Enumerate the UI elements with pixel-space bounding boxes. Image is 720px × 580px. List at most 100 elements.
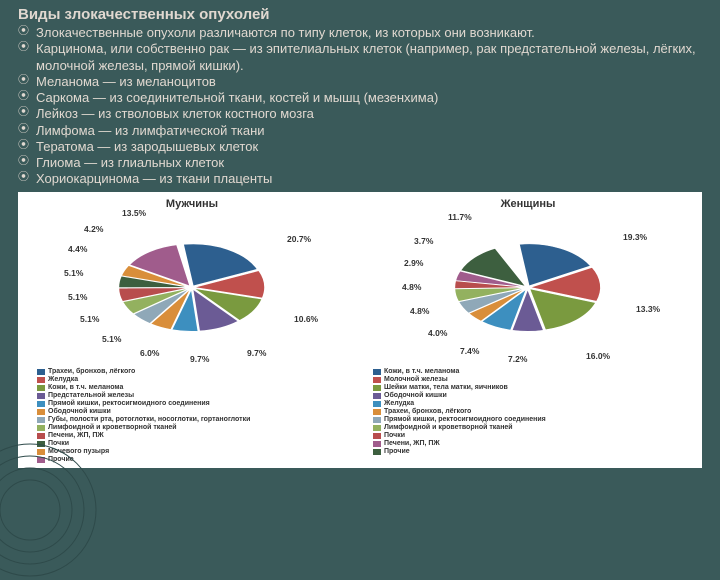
legend-label: Молочной железы [384, 376, 448, 384]
pct-label: 3.7% [414, 236, 433, 246]
legend-label: Почки [384, 432, 405, 440]
legend-swatch [373, 409, 381, 415]
legend-label: Предстательной железы [48, 392, 134, 400]
bullet-item: Лейкоз — из стволовых клеток костного мо… [18, 106, 702, 122]
pct-label: 4.8% [402, 282, 421, 292]
legend-label: Кожи, в т.ч. меланома [48, 384, 123, 392]
legend-label: Ободочной кишки [384, 392, 447, 400]
bullet-list: Злокачественные опухоли различаются по т… [18, 25, 702, 188]
legend-swatch [37, 401, 45, 407]
legend-item: Ободочной кишки [373, 392, 683, 400]
pie-svg [101, 233, 282, 341]
legend-item: Губы, полости рта, ротоглотки, носоглотк… [37, 416, 347, 424]
bullet-item: Саркома — из соединительной ткани, косте… [18, 90, 702, 106]
legend-label: Прямой кишки, ректосигмоидного соединени… [48, 400, 210, 408]
legend-swatch [37, 417, 45, 423]
legend-swatch [37, 369, 45, 375]
pct-label: 4.8% [410, 306, 429, 316]
pct-label: 5.1% [80, 314, 99, 324]
pct-label: 13.3% [636, 304, 660, 314]
pct-label: 7.4% [460, 346, 479, 356]
pct-label: 4.4% [68, 244, 87, 254]
legend-swatch [373, 369, 381, 375]
bullet-item: Хориокарцинома — из ткани плаценты [18, 171, 702, 187]
legend-swatch [373, 385, 381, 391]
bullet-item: Тератома — из зародышевых клеток [18, 139, 702, 155]
legend-item: Почки [373, 432, 683, 440]
legend-swatch [373, 393, 381, 399]
pct-label: 13.5% [122, 208, 146, 218]
legend-item: Кожи, в т.ч. меланома [373, 368, 683, 376]
legend-item: Желудка [373, 400, 683, 408]
legend-label: Прочие [384, 448, 410, 456]
pct-label: 4.0% [428, 328, 447, 338]
pct-label: 5.1% [102, 334, 121, 344]
legend-label: Желудка [48, 376, 78, 384]
legend-item: Молочной железы [373, 376, 683, 384]
pct-label: 2.9% [404, 258, 423, 268]
bullet-item: Меланома — из меланоцитов [18, 74, 702, 90]
legend-label: Прямой кишки, ректосигмоидного соединени… [384, 416, 546, 424]
chart-left: Мужчины 20.7%10.6%9.7%9.7%6.0%5.1%5.1%5.… [32, 196, 352, 366]
legend-swatch [373, 433, 381, 439]
legend-swatch [373, 425, 381, 431]
legend-item: Печени, ЖП, ПЖ [373, 440, 683, 448]
pct-label: 11.7% [448, 212, 472, 222]
bullet-item: Лимфома — из лимфатической ткани [18, 123, 702, 139]
pie-svg [437, 233, 618, 341]
legend-item: Лимфоидной и кроветворной тканей [37, 424, 347, 432]
pct-label: 20.7% [287, 234, 311, 244]
pct-label: 4.2% [84, 224, 103, 234]
legend-item: Ободочной кишки [37, 408, 347, 416]
bullet-item: Глиома — из глиальных клеток [18, 155, 702, 171]
pct-label: 5.1% [64, 268, 83, 278]
legend-swatch [37, 433, 45, 439]
charts-container: Мужчины 20.7%10.6%9.7%9.7%6.0%5.1%5.1%5.… [18, 192, 702, 469]
legend-label: Желудка [384, 400, 414, 408]
page-title: Виды злокачественных опухолей [18, 6, 702, 23]
pct-label: 5.1% [68, 292, 87, 302]
legend-item: Прямой кишки, ректосигмоидного соединени… [37, 400, 347, 408]
legend-item: Прочие [373, 448, 683, 456]
legend-swatch [37, 393, 45, 399]
pct-label: 16.0% [586, 351, 610, 361]
legend-swatch [373, 417, 381, 423]
legend-item: Желудка [37, 376, 347, 384]
pct-label: 7.2% [508, 354, 527, 364]
legend-swatch [373, 449, 381, 455]
pct-label: 6.0% [140, 348, 159, 358]
legend-swatch [37, 425, 45, 431]
legend-item: Шейки матки, тела матки, яичников [373, 384, 683, 392]
corner-decoration [0, 440, 100, 580]
pct-label: 9.7% [190, 354, 209, 364]
legend-right: Кожи, в т.ч. меланомаМолочной железыШейк… [373, 368, 683, 465]
legend-item: Трахеи, бронхов, лёгкого [373, 408, 683, 416]
legend-label: Трахеи, бронхов, лёгкого [384, 408, 471, 416]
legend-label: Лимфоидной и кроветворной тканей [384, 424, 513, 432]
legend-label: Печени, ЖП, ПЖ [384, 440, 440, 448]
chart-left-title: Мужчины [166, 198, 218, 210]
legend-item: Прямой кишки, ректосигмоидного соединени… [373, 416, 683, 424]
legend-swatch [37, 377, 45, 383]
pct-label: 19.3% [623, 232, 647, 242]
legend-label: Губы, полости рта, ротоглотки, носоглотк… [48, 416, 250, 424]
legend-label: Трахеи, бронхов, лёгкого [48, 368, 135, 376]
pct-label: 9.7% [247, 348, 266, 358]
legend-item: Трахеи, бронхов, лёгкого [37, 368, 347, 376]
legend-swatch [373, 401, 381, 407]
legend-item: Лимфоидной и кроветворной тканей [373, 424, 683, 432]
legend-label: Лимфоидной и кроветворной тканей [48, 424, 177, 432]
chart-right-title: Женщины [501, 198, 556, 210]
legend-swatch [373, 441, 381, 447]
legend-label: Ободочной кишки [48, 408, 111, 416]
legend-item: Кожи, в т.ч. меланома [37, 384, 347, 392]
legend-item: Предстательной железы [37, 392, 347, 400]
legend-swatch [373, 377, 381, 383]
legend-item: Печени, ЖП, ПЖ [37, 432, 347, 440]
chart-right: Женщины 19.3% 13.3% 16.0% 7.2% 7.4% 4.0% 4.8% 4… [368, 196, 688, 366]
legend-label: Печени, ЖП, ПЖ [48, 432, 104, 440]
pct-label: 10.6% [294, 314, 318, 324]
legend-swatch [37, 385, 45, 391]
legend-swatch [37, 409, 45, 415]
bullet-item: Карцинома, или собственно рак — из эпите… [18, 41, 702, 74]
